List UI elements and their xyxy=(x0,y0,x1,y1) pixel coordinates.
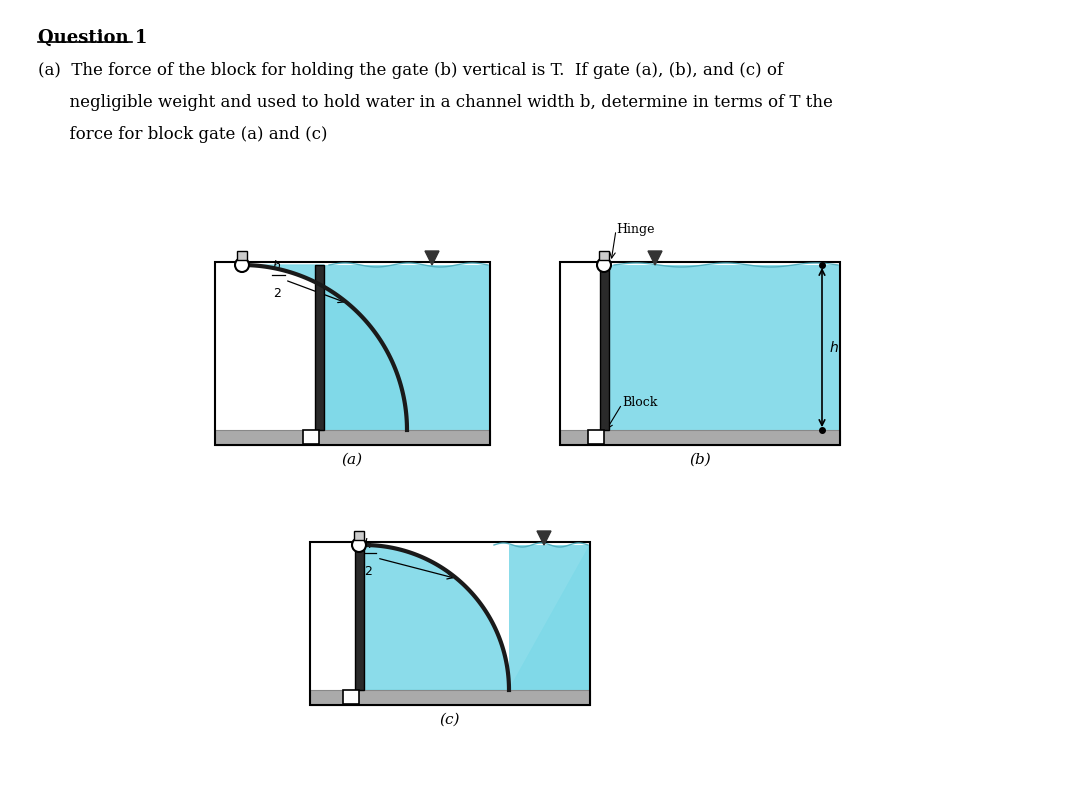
Text: $2$: $2$ xyxy=(273,287,282,300)
Text: $2$: $2$ xyxy=(364,565,373,578)
Bar xyxy=(588,430,604,444)
Text: $h$: $h$ xyxy=(363,537,373,551)
Bar xyxy=(561,262,840,445)
Text: (b): (b) xyxy=(689,453,711,467)
Circle shape xyxy=(352,538,366,552)
Bar xyxy=(354,531,364,540)
Circle shape xyxy=(235,258,249,272)
Bar xyxy=(315,265,324,430)
Text: force for block gate (a) and (c): force for block gate (a) and (c) xyxy=(38,126,327,143)
Bar xyxy=(215,430,490,445)
Bar xyxy=(599,251,609,260)
Bar xyxy=(310,542,590,705)
Text: $h$: $h$ xyxy=(272,259,281,273)
Bar xyxy=(609,265,840,430)
Bar xyxy=(237,251,247,260)
Bar xyxy=(324,265,490,430)
Bar xyxy=(310,690,590,705)
Bar xyxy=(303,430,319,444)
Polygon shape xyxy=(242,265,407,430)
Text: Question 1: Question 1 xyxy=(38,29,147,47)
Text: Hinge: Hinge xyxy=(616,224,654,237)
Bar xyxy=(343,690,359,704)
Polygon shape xyxy=(426,251,438,265)
Bar xyxy=(600,265,609,430)
Text: negligible weight and used to hold water in a channel width b, determine in term: negligible weight and used to hold water… xyxy=(38,94,833,111)
Bar xyxy=(561,430,840,445)
Text: $h$: $h$ xyxy=(829,340,839,355)
Polygon shape xyxy=(648,251,662,265)
Bar xyxy=(509,545,590,690)
Text: (a)  The force of the block for holding the gate (b) vertical is T.  If gate (a): (a) The force of the block for holding t… xyxy=(38,62,783,79)
Polygon shape xyxy=(364,545,590,690)
Bar xyxy=(355,545,364,690)
Polygon shape xyxy=(537,531,551,545)
Text: Block: Block xyxy=(622,395,658,408)
Bar xyxy=(215,262,490,445)
Text: (a): (a) xyxy=(341,453,363,467)
Text: (c): (c) xyxy=(440,713,460,727)
Circle shape xyxy=(597,258,611,272)
